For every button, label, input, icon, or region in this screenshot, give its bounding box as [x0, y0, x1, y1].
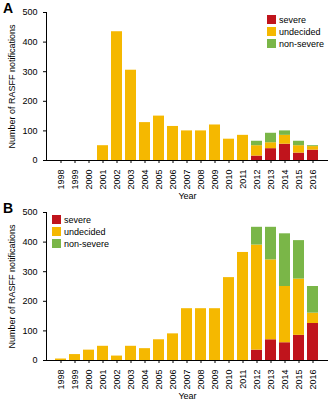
- svg-text:2007: 2007: [182, 370, 192, 390]
- svg-text:2014: 2014: [280, 370, 290, 390]
- svg-text:Year: Year: [178, 391, 196, 400]
- svg-text:2001: 2001: [98, 170, 108, 190]
- svg-text:2003: 2003: [126, 370, 136, 390]
- svg-text:1999: 1999: [70, 170, 80, 190]
- svg-text:2012: 2012: [252, 170, 262, 190]
- svg-text:2013: 2013: [266, 370, 276, 390]
- svg-text:2002: 2002: [112, 170, 122, 190]
- svg-text:2008: 2008: [196, 370, 206, 390]
- svg-text:2005: 2005: [154, 370, 164, 390]
- svg-text:400: 400: [22, 237, 37, 247]
- svg-text:2016: 2016: [308, 370, 318, 390]
- svg-text:2004: 2004: [140, 370, 150, 390]
- svg-text:2013: 2013: [266, 170, 276, 190]
- svg-text:100: 100: [22, 326, 37, 336]
- svg-text:Number of RASFF notifications: Number of RASFF notifications: [7, 224, 17, 349]
- svg-text:2008: 2008: [196, 170, 206, 190]
- svg-text:500: 500: [22, 7, 37, 17]
- svg-text:2015: 2015: [294, 370, 304, 390]
- svg-text:2000: 2000: [84, 370, 94, 390]
- svg-text:2004: 2004: [140, 170, 150, 190]
- svg-text:0: 0: [32, 355, 37, 365]
- svg-text:400: 400: [22, 37, 37, 47]
- svg-text:2011: 2011: [238, 170, 248, 189]
- svg-text:300: 300: [22, 67, 37, 77]
- svg-text:1999: 1999: [70, 370, 80, 390]
- svg-text:2010: 2010: [224, 370, 234, 390]
- html-text:severe: severe: [279, 15, 306, 25]
- html-text:A: A: [3, 0, 14, 16]
- svg-text:2016: 2016: [308, 170, 318, 190]
- html-text:non-severe: non-severe: [64, 239, 109, 249]
- svg-text:2012: 2012: [252, 370, 262, 390]
- svg-text:2014: 2014: [280, 170, 290, 190]
- svg-text:2006: 2006: [168, 170, 178, 190]
- svg-text:100: 100: [22, 126, 37, 136]
- svg-text:2003: 2003: [126, 170, 136, 190]
- svg-text:2007: 2007: [182, 170, 192, 190]
- html-text:undecided: undecided: [64, 227, 106, 237]
- svg-text:200: 200: [22, 296, 37, 306]
- svg-text:200: 200: [22, 96, 37, 106]
- html-text:B: B: [3, 200, 14, 216]
- html-text:non-severe: non-severe: [279, 39, 324, 49]
- html-text:undecided: undecided: [279, 27, 321, 37]
- svg-text:Year: Year: [178, 191, 196, 201]
- svg-text:2001: 2001: [98, 370, 108, 390]
- svg-text:2006: 2006: [168, 370, 178, 390]
- svg-text:2011: 2011: [238, 370, 248, 389]
- svg-text:2009: 2009: [210, 370, 220, 390]
- svg-text:2002: 2002: [112, 370, 122, 390]
- svg-text:2005: 2005: [154, 170, 164, 190]
- svg-text:2015: 2015: [294, 170, 304, 190]
- html-text:severe: severe: [64, 215, 91, 225]
- svg-text:Number of RASFF notifications: Number of RASFF notifications: [7, 24, 17, 149]
- svg-text:300: 300: [22, 267, 37, 277]
- svg-text:2009: 2009: [210, 170, 220, 190]
- svg-text:0: 0: [32, 155, 37, 165]
- svg-text:500: 500: [22, 207, 37, 217]
- svg-text:1998: 1998: [56, 370, 66, 390]
- svg-text:2000: 2000: [84, 170, 94, 190]
- svg-text:1998: 1998: [56, 170, 66, 190]
- svg-text:2010: 2010: [224, 170, 234, 190]
